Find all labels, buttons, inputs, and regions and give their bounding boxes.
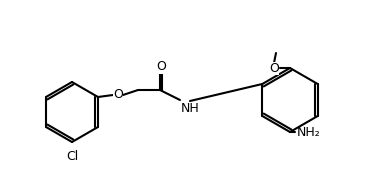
- Text: O: O: [156, 60, 166, 74]
- Text: O: O: [269, 61, 279, 74]
- Text: Cl: Cl: [66, 150, 78, 163]
- Text: O: O: [113, 89, 123, 102]
- Text: NH: NH: [181, 102, 200, 115]
- Text: NH₂: NH₂: [297, 126, 321, 138]
